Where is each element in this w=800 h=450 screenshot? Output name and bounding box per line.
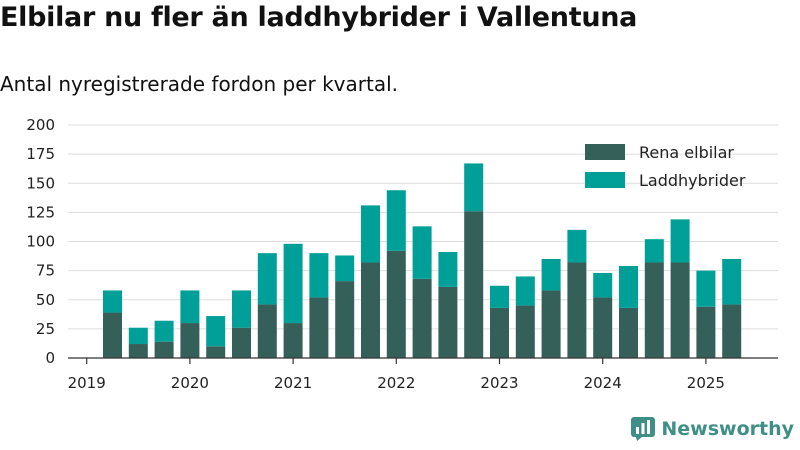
chart-title: Elbilar nu fler än laddhybrider i Vallen…: [0, 2, 638, 33]
bar-rena-elbilar: [361, 262, 380, 358]
bar-rena-elbilar: [567, 262, 587, 358]
newsworthy-logo-icon: [631, 417, 656, 441]
legend-swatch: [585, 172, 625, 188]
bar-rena-elbilar: [232, 327, 251, 358]
bar-laddhybrider: [567, 229, 587, 263]
bar-laddhybrider: [180, 290, 200, 324]
y-tick-label: 100: [26, 233, 55, 251]
y-tick-label: 0: [45, 349, 55, 367]
x-tick-label: 2021: [274, 374, 312, 392]
bar-laddhybrider: [696, 270, 716, 307]
legend-label: Laddhybrider: [639, 171, 746, 190]
bar-laddhybrider: [154, 320, 174, 342]
y-tick-label: 50: [36, 291, 55, 309]
bar-rena-elbilar: [309, 297, 329, 358]
bar-rena-elbilar: [206, 346, 226, 358]
bar-rena-elbilar: [593, 297, 613, 358]
legend-swatch: [585, 144, 625, 160]
bar-rena-elbilar: [386, 250, 406, 358]
bar-laddhybrider: [722, 258, 742, 305]
bar-laddhybrider: [257, 253, 277, 305]
bar-laddhybrider: [438, 251, 458, 287]
bar-laddhybrider: [593, 272, 613, 298]
bar-laddhybrider: [670, 219, 690, 263]
x-tick-label: 2020: [171, 374, 209, 392]
x-tick-label: 2022: [377, 374, 415, 392]
bar-rena-elbilar: [696, 306, 716, 358]
bar-laddhybrider: [412, 226, 432, 279]
y-tick-label: 75: [36, 262, 55, 280]
bar-rena-elbilar: [180, 323, 200, 358]
bar-rena-elbilar: [103, 312, 122, 358]
brand-logo: Newsworthy: [631, 414, 794, 444]
x-tick-label: 2025: [687, 374, 725, 392]
x-tick-label: 2024: [584, 374, 622, 392]
bar-rena-elbilar: [515, 305, 535, 358]
y-tick-label: 200: [26, 116, 55, 134]
bar-laddhybrider: [206, 316, 226, 347]
bar-rena-elbilar: [412, 278, 432, 358]
y-tick-label: 25: [36, 320, 55, 338]
bar-rena-elbilar: [257, 304, 277, 358]
bar-rena-elbilar: [619, 307, 638, 358]
bar-laddhybrider: [541, 258, 561, 291]
bar-rena-elbilar: [335, 281, 355, 358]
bar-laddhybrider: [386, 190, 406, 251]
y-tick-label: 150: [26, 174, 55, 192]
brand-name: Newsworthy: [661, 418, 794, 440]
bar-laddhybrider: [103, 290, 122, 313]
bar-laddhybrider: [128, 327, 148, 345]
bar-laddhybrider: [361, 205, 380, 263]
chart-subtitle: Antal nyregistrerade fordon per kvartal.: [0, 72, 399, 96]
bar-rena-elbilar: [154, 341, 174, 358]
bar-laddhybrider: [490, 285, 509, 308]
x-tick-label: 2019: [68, 374, 106, 392]
bar-rena-elbilar: [490, 307, 509, 358]
bar-laddhybrider: [232, 290, 251, 328]
bar-laddhybrider: [335, 255, 355, 282]
bar-rena-elbilar: [670, 262, 690, 358]
bar-rena-elbilar: [464, 211, 484, 358]
bar-rena-elbilar: [128, 344, 148, 358]
x-tick-label: 2023: [480, 374, 518, 392]
bar-rena-elbilar: [541, 290, 561, 358]
bar-rena-elbilar: [283, 323, 303, 358]
bar-rena-elbilar: [438, 286, 458, 358]
bar-laddhybrider: [619, 265, 638, 308]
bar-laddhybrider: [309, 253, 329, 298]
legend-label: Rena elbilar: [639, 143, 734, 162]
bar-rena-elbilar: [644, 262, 664, 358]
bar-laddhybrider: [464, 163, 484, 212]
bar-rena-elbilar: [722, 304, 742, 358]
bar-laddhybrider: [283, 243, 303, 324]
y-tick-label: 175: [26, 145, 55, 163]
bar-laddhybrider: [515, 276, 535, 306]
bar-laddhybrider: [644, 239, 664, 263]
y-tick-label: 125: [26, 203, 55, 221]
